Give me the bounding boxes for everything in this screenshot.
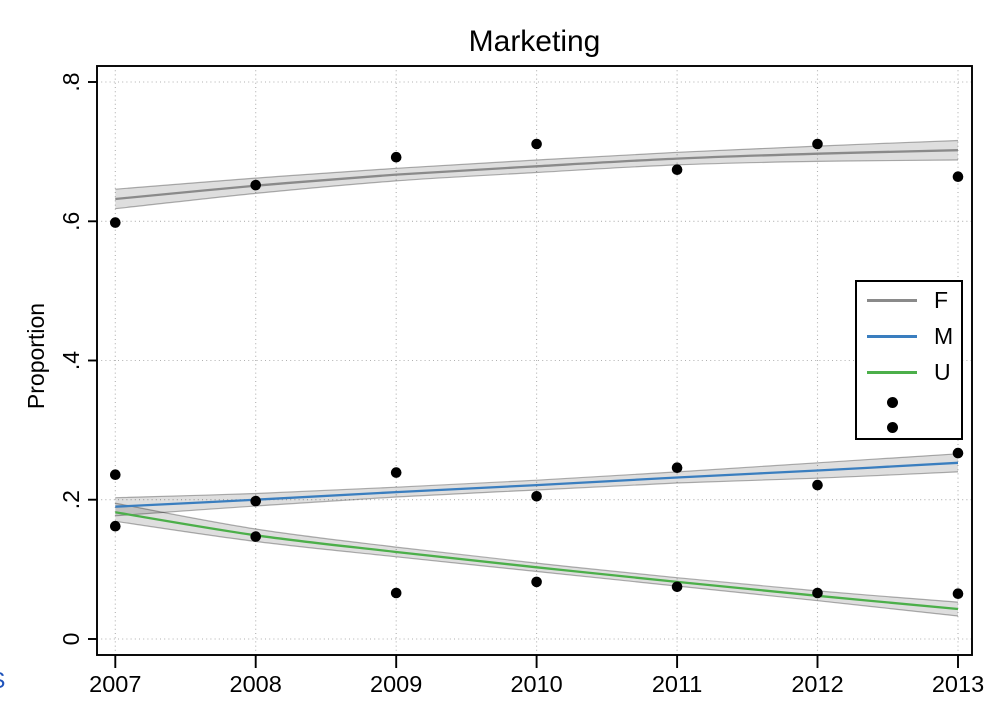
scatter-point [812, 587, 823, 599]
scatter-point [110, 520, 121, 532]
legend-label: U [934, 358, 951, 385]
scatter-point [812, 138, 823, 150]
legend-label: M [934, 322, 954, 349]
scatter-point [671, 164, 683, 175]
scatter-point [531, 576, 542, 588]
legend-line-key-icon [867, 298, 917, 302]
scatter-point [671, 462, 683, 474]
scatter-points [110, 138, 964, 599]
scatter-point [250, 531, 261, 542]
legend-entry-F: F [857, 282, 961, 318]
y-axis-title: Proportion [23, 303, 49, 409]
clipped-text-fragment: S [0, 667, 5, 693]
scatter-point [250, 179, 261, 191]
y-tick-label: .4 [58, 351, 84, 370]
scatter-point [952, 588, 964, 599]
scatter-point [390, 151, 402, 163]
scatter-point [110, 217, 121, 228]
legend-dot-key-icon [867, 397, 917, 408]
scatter-point [110, 469, 121, 481]
x-tick-label: 2012 [791, 671, 843, 697]
x-tick-label: 2011 [652, 671, 703, 697]
chart-title: Marketing [468, 25, 601, 58]
legend-line-key-icon [867, 370, 917, 374]
x-tick-label: 2008 [230, 671, 282, 697]
scatter-point [952, 447, 964, 459]
legend-entry-U: U [857, 354, 961, 390]
y-tick-label: .6 [58, 212, 84, 231]
ci-band-edge-upper-M [115, 453, 959, 499]
scatter-point [952, 171, 964, 182]
legend-line-key-icon [867, 334, 917, 338]
scatter-point [531, 491, 542, 502]
scatter-point [250, 495, 261, 507]
dot-swatch [886, 422, 898, 433]
legend-entry-M: M [857, 318, 961, 354]
ci-band-F [115, 140, 959, 209]
x-tick-label: 2013 [932, 671, 984, 697]
scatter-point [390, 587, 402, 599]
line-swatch [867, 298, 917, 302]
scatter-point [812, 479, 823, 491]
ci-band-edge-lower-F [115, 159, 959, 210]
x-tick-label: 2007 [89, 671, 141, 697]
scatter-point [671, 581, 683, 593]
dot-swatch [886, 397, 898, 408]
legend-label: F [934, 286, 949, 313]
x-tick-label: 2009 [370, 671, 422, 697]
scatter-point [390, 467, 402, 478]
line-swatch [867, 334, 917, 338]
y-tick-label: .2 [58, 490, 84, 509]
legend-entry-dot-3 [857, 390, 961, 415]
line-swatch [867, 370, 917, 374]
y-tick-label: .8 [58, 72, 84, 91]
scatter-point [531, 138, 542, 150]
legend-dot-key-icon [867, 422, 917, 433]
legend-entry-dot-4 [857, 415, 961, 440]
y-tick-label: 0 [58, 633, 84, 646]
x-tick-label: 2010 [510, 671, 562, 697]
